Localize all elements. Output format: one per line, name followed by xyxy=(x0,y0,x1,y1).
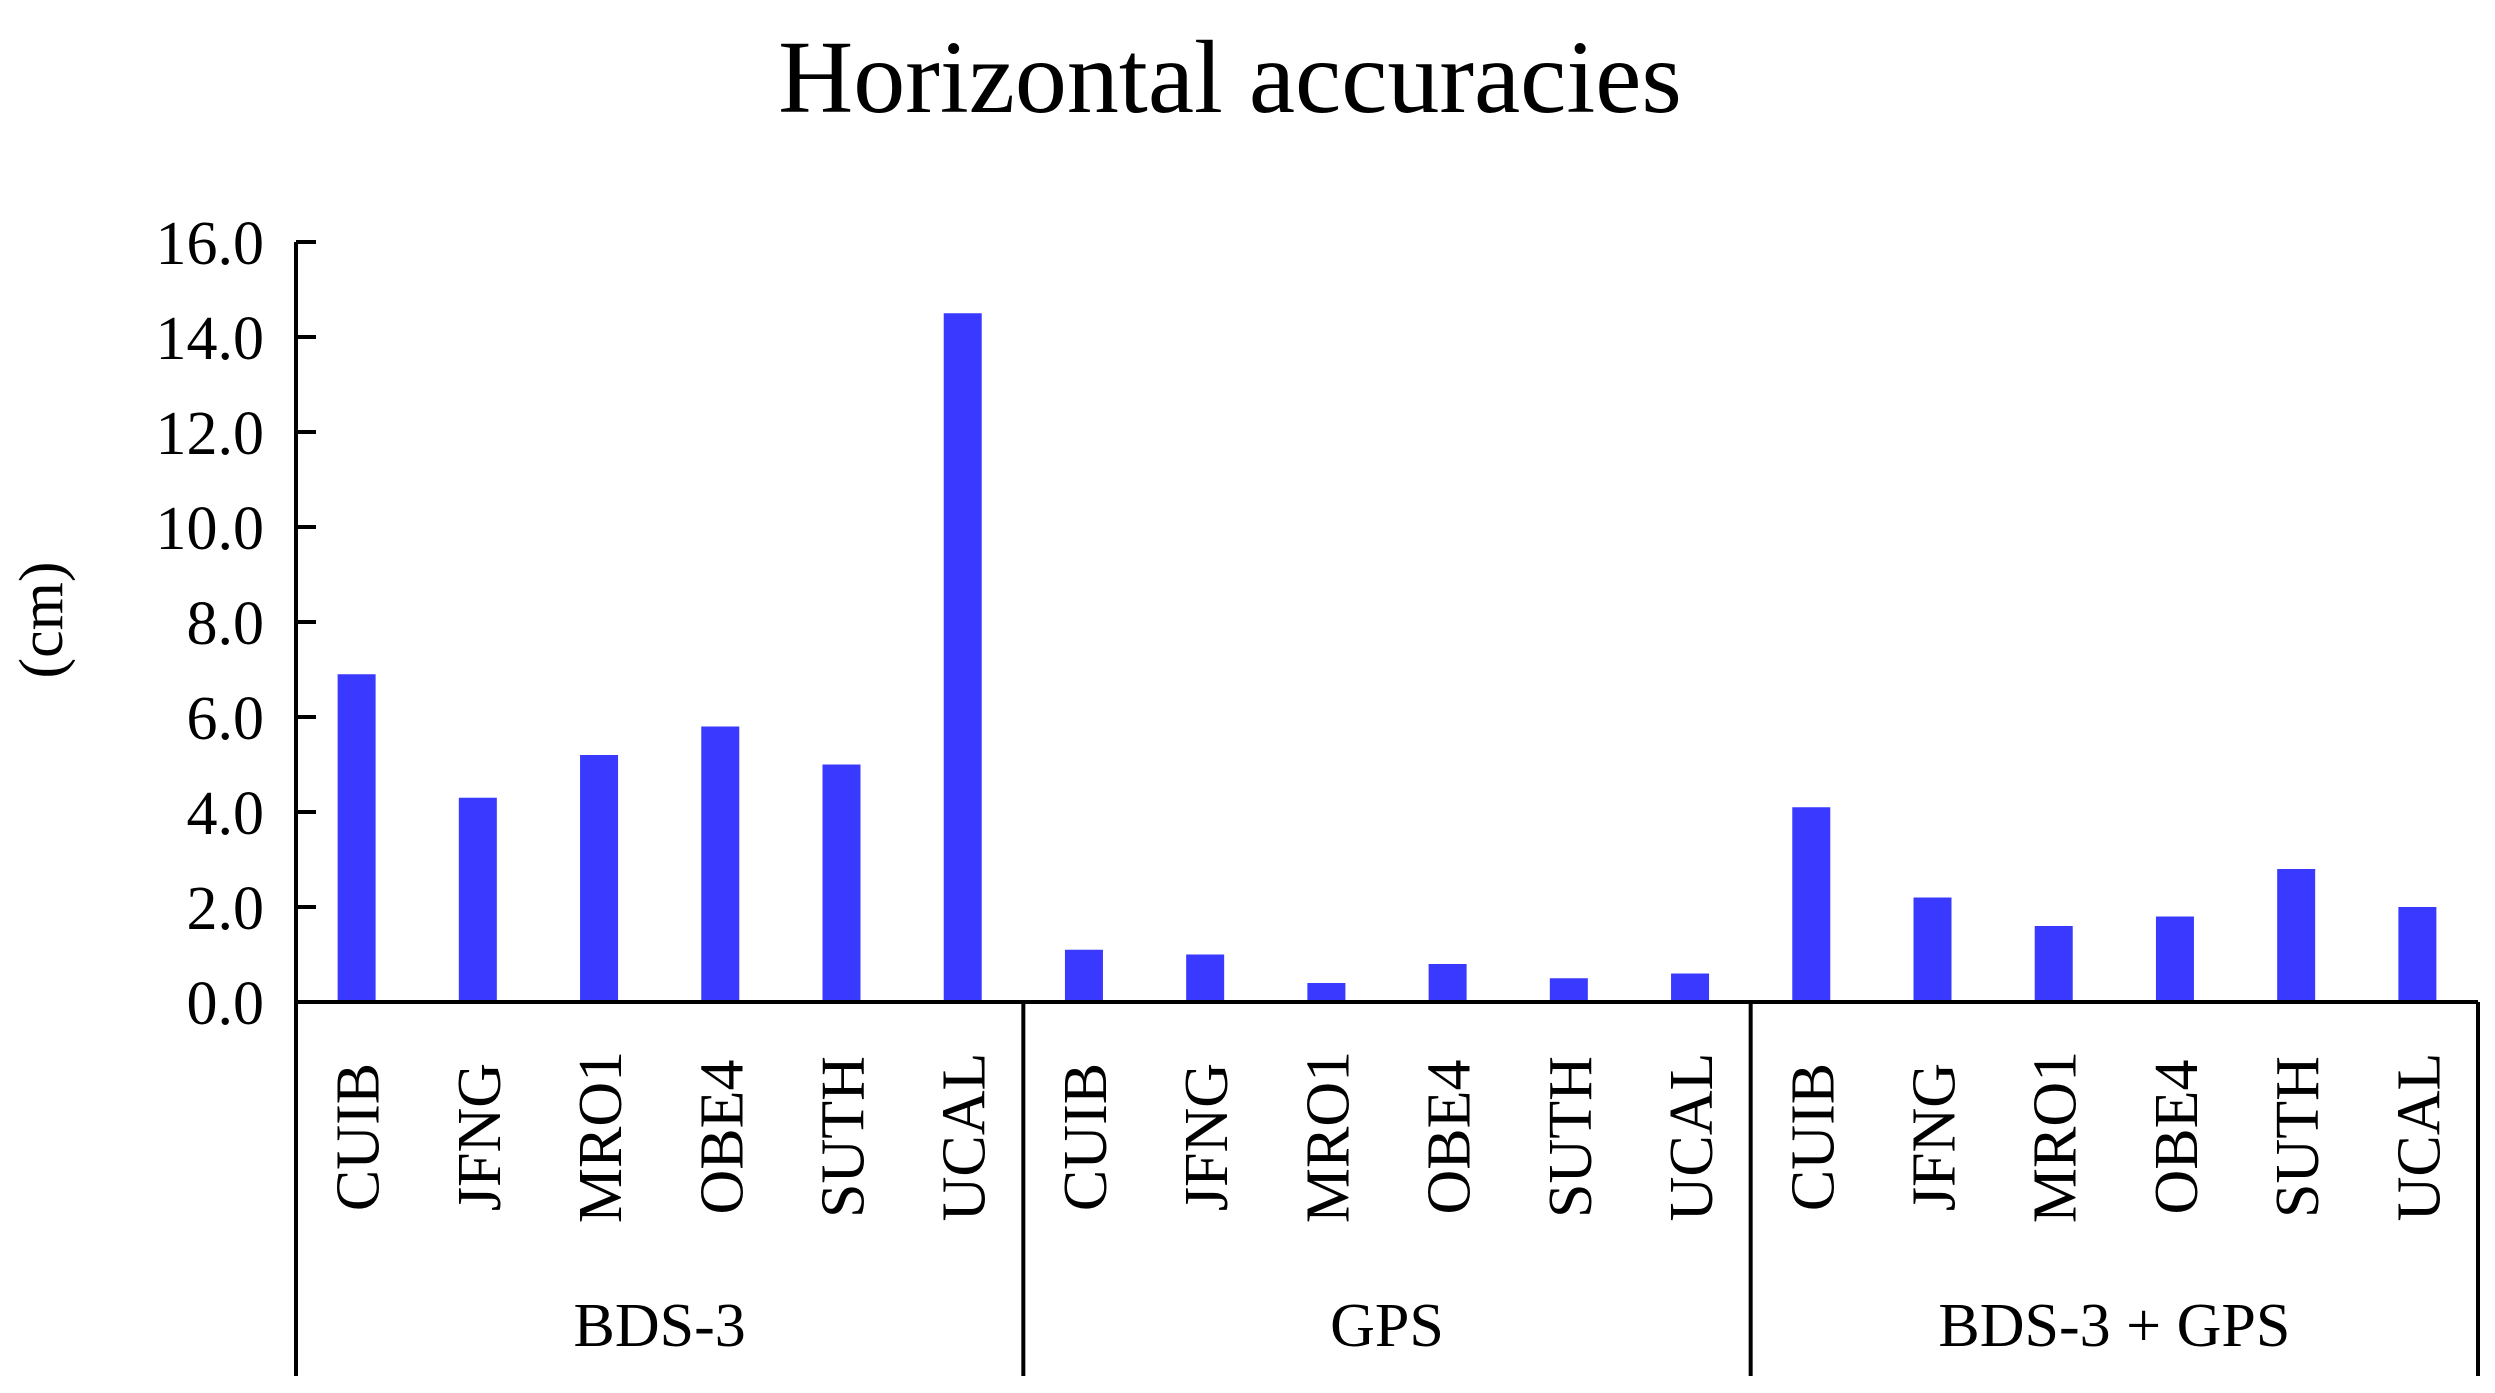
bar xyxy=(822,764,861,1002)
bar xyxy=(2277,869,2316,1002)
bar xyxy=(701,726,740,1002)
bar xyxy=(1428,964,1467,1002)
bar xyxy=(1549,978,1588,1002)
y-axis: 0.0 2.0 4.0 6.0 8.0 10.0 12.0 14.0 16.0 xyxy=(156,210,316,1038)
chart-title: Horizontal accuracies xyxy=(778,20,1682,135)
x-axis: CUIB JFNG MRO1 OBE4 SUTH UCAL BDS-3 CUIB JFNG MRO… xyxy=(294,1000,2480,1376)
y-tick-label: 6.0 xyxy=(187,685,265,753)
bar xyxy=(1671,973,1710,1002)
bar xyxy=(458,797,497,1002)
x-tick-label: MRO1 xyxy=(567,1051,635,1223)
bar xyxy=(1913,897,1952,1002)
x-tick-label: MRO1 xyxy=(2022,1051,2090,1223)
y-tick-label: 8.0 xyxy=(187,590,265,658)
bar xyxy=(2034,926,2073,1002)
x-tick-label: UCAL xyxy=(2385,1053,2453,1222)
x-tick-label: OBE4 xyxy=(688,1060,756,1215)
x-tick-label: CUIB xyxy=(1052,1063,1120,1211)
bar xyxy=(337,674,376,1002)
bar xyxy=(580,755,619,1002)
group-label: BDS-3 xyxy=(574,1292,746,1360)
group-label: BDS-3 + GPS xyxy=(1938,1292,2290,1360)
y-axis-label: (cm) xyxy=(8,561,76,678)
bar xyxy=(2155,916,2194,1002)
x-tick-label: OBE4 xyxy=(1416,1060,1484,1215)
x-tick-label: CUIB xyxy=(1779,1063,1847,1211)
y-tick-label: 10.0 xyxy=(156,495,265,563)
x-tick-label: JFNG xyxy=(446,1063,514,1211)
y-tick-label: 14.0 xyxy=(156,305,265,373)
x-tick-label: UCAL xyxy=(931,1053,999,1222)
bar xyxy=(1186,954,1225,1002)
bar xyxy=(1307,983,1346,1002)
x-tick-label: JFNG xyxy=(1173,1063,1241,1211)
x-tick-label: SUTH xyxy=(810,1056,878,1218)
x-tick-label: CUIB xyxy=(325,1063,393,1211)
x-tick-label: SUTH xyxy=(2264,1056,2332,1218)
bars xyxy=(337,313,2437,1002)
x-tick-label: OBE4 xyxy=(2143,1060,2211,1215)
bar xyxy=(1792,807,1831,1002)
y-tick-label: 12.0 xyxy=(156,400,265,468)
y-tick-label: 16.0 xyxy=(156,210,265,278)
bar xyxy=(1064,949,1103,1002)
bar xyxy=(943,313,982,1002)
group-label: GPS xyxy=(1330,1292,1444,1360)
x-tick-label: SUTH xyxy=(1537,1056,1605,1218)
x-tick-label: MRO1 xyxy=(1294,1051,1362,1223)
bar xyxy=(2398,907,2437,1002)
x-tick-label: JFNG xyxy=(1901,1063,1969,1211)
x-tick-label: UCAL xyxy=(1658,1053,1726,1222)
y-tick-label: 4.0 xyxy=(187,780,265,848)
y-tick-label: 2.0 xyxy=(187,875,265,943)
y-tick-label: 0.0 xyxy=(187,970,265,1038)
